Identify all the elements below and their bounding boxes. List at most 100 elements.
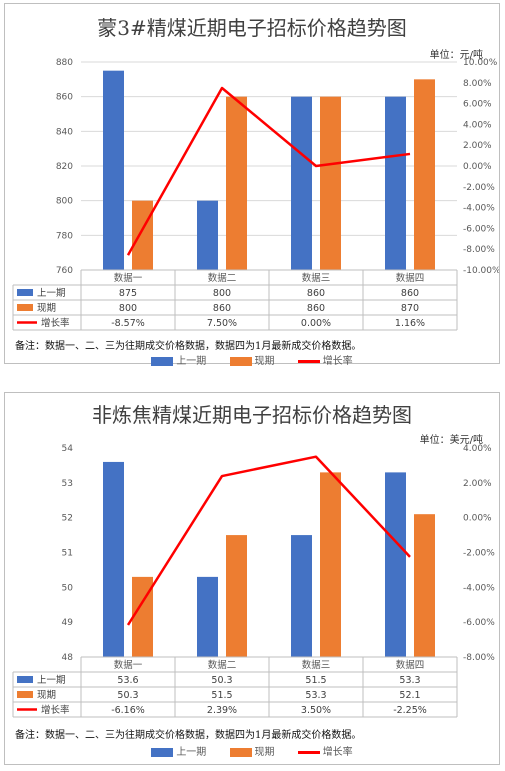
chart-panel-coal-3: 蒙3#精煤近期电子招标价格趋势图 单位：元/吨 760 780 800 820 840 8… <box>4 3 500 367</box>
chart-legend: 上一期 现期 增长率 <box>5 352 499 367</box>
bar-prev <box>197 576 218 657</box>
y2-tick-label: -8.00% <box>463 245 495 255</box>
chart-plot: 760 780 800 820 840 860 880 -10.00% -8.00% -6.00%… <box>12 58 499 331</box>
y2-tick-label: -10.00% <box>463 266 499 276</box>
chart-note: 备注：数据一、二、三为往期成交价格数据，数据四为1月最新成交价格数据。 <box>15 341 362 352</box>
table-cell-prev: 800 <box>213 288 231 299</box>
bar-curr <box>226 535 247 657</box>
bar-prev <box>291 535 312 657</box>
y2-tick-label: -4.00% <box>463 204 495 214</box>
y-tick-label: 860 <box>56 93 73 103</box>
bar-prev <box>291 96 312 271</box>
x-tick-label: 数据四 <box>396 659 425 671</box>
row-label-rate: 增长率 <box>41 704 70 716</box>
table-cell-rate: 3.50% <box>301 705 331 716</box>
y-tick-label: 48 <box>62 653 74 663</box>
y2-tick-label: -6.00% <box>463 224 495 234</box>
table-cell-curr: 53.3 <box>305 690 326 701</box>
y2-tick-label: -2.00% <box>463 549 495 559</box>
table-cell-curr: 870 <box>401 303 419 314</box>
y2-tick-label: 0.00% <box>463 162 492 172</box>
row-label-prev: 上一期 <box>37 675 66 686</box>
row-swatch-prev <box>17 676 33 683</box>
legend-label-rate: 增长率 <box>322 356 353 367</box>
row-label-rate: 增长率 <box>41 317 70 329</box>
y2-tick-label: 2.00% <box>463 141 492 151</box>
legend-label-curr: 现期 <box>254 747 275 758</box>
y-tick-label: 780 <box>56 231 73 241</box>
bar-prev <box>385 96 406 271</box>
y2-tick-label: 10.00% <box>463 58 498 68</box>
legend-prev: 上一期 <box>151 352 206 367</box>
table-cell-prev: 860 <box>401 288 419 299</box>
row-swatch-curr <box>17 304 33 311</box>
chart-title: 非炼焦精煤近期电子招标价格趋势图 <box>92 403 412 427</box>
x-tick-label: 数据一 <box>114 272 143 284</box>
y-tick-label: 54 <box>62 444 74 454</box>
rate-line <box>126 455 411 626</box>
row-swatch-curr <box>17 691 33 698</box>
legend-label-prev: 上一期 <box>176 356 207 367</box>
bar-prev <box>385 472 406 657</box>
legend-label-prev: 上一期 <box>176 747 207 758</box>
y-tick-label: 50 <box>62 583 74 593</box>
bar-prev <box>103 70 124 271</box>
table-cell-curr: 50.3 <box>117 690 138 701</box>
rate-line <box>126 86 411 256</box>
legend-swatch-curr <box>229 747 252 757</box>
row-label-curr: 现期 <box>37 690 56 701</box>
bar-curr <box>132 576 153 657</box>
table-cell-rate: -6.16% <box>111 705 145 716</box>
legend-label-curr: 现期 <box>254 356 275 367</box>
bar-prev <box>197 200 218 270</box>
legend-swatch-prev <box>151 356 174 366</box>
y2-tick-label: 4.00% <box>463 444 492 454</box>
y2-tick-label: -8.00% <box>463 653 495 663</box>
table-cell-curr: 52.1 <box>399 690 420 701</box>
row-swatch-prev <box>17 289 33 296</box>
legend-swatch-rate <box>297 750 320 754</box>
legend-curr: 现期 <box>229 743 275 758</box>
unit-label: 单位：元/吨 <box>429 50 483 61</box>
table-cell-curr: 860 <box>307 303 325 314</box>
y-tick-label: 49 <box>62 618 74 628</box>
bar-curr <box>320 472 341 657</box>
row-label-prev: 上一期 <box>37 288 66 299</box>
table-cell-prev: 53.6 <box>117 675 138 686</box>
legend-rate: 增长率 <box>297 352 353 367</box>
table-cell-rate: 1.16% <box>395 318 425 329</box>
table-cell-rate: -8.57% <box>111 318 145 329</box>
bar-curr <box>226 96 247 271</box>
y2-tick-label: 6.00% <box>463 100 492 110</box>
y-tick-label: 840 <box>56 127 73 137</box>
y-tick-label: 820 <box>56 162 73 172</box>
table-cell-rate: 0.00% <box>301 318 331 329</box>
y2-tick-label: 0.00% <box>463 514 492 524</box>
x-tick-label: 数据三 <box>302 659 331 671</box>
y2-tick-label: -2.00% <box>463 183 495 193</box>
table-cell-rate: -2.25% <box>393 705 427 716</box>
chart-title: 蒙3#精煤近期电子招标价格趋势图 <box>97 16 407 40</box>
y2-tick-label: 2.00% <box>463 479 492 489</box>
row-label-curr: 现期 <box>37 303 56 314</box>
legend-curr: 现期 <box>229 352 275 367</box>
bar-curr <box>320 96 341 271</box>
y2-tick-label: 8.00% <box>463 79 492 89</box>
x-tick-label: 数据一 <box>114 659 143 671</box>
x-tick-label: 数据四 <box>396 272 425 284</box>
table-cell-curr: 860 <box>213 303 231 314</box>
table-cell-prev: 53.3 <box>399 675 420 686</box>
x-tick-label: 数据二 <box>208 659 237 671</box>
bar-curr <box>414 514 435 657</box>
legend-swatch-rate <box>297 359 320 363</box>
y-tick-label: 51 <box>62 549 73 559</box>
table-cell-prev: 860 <box>307 288 325 299</box>
bar-curr <box>132 200 153 270</box>
chart-plot: 48 49 50 51 52 53 54 -8.00% -6.00% -4.00% -2.00% 0.… <box>12 444 495 718</box>
table-cell-rate: 7.50% <box>207 318 237 329</box>
chart-panel-non-coking-coal: 非炼焦精煤近期电子招标价格趋势图 单位：美元/吨 48 49 50 51 52 53 54 -… <box>4 392 500 765</box>
x-tick-label: 数据二 <box>208 272 237 284</box>
legend-swatch-curr <box>229 356 252 366</box>
y-tick-label: 52 <box>62 514 73 524</box>
table-cell-prev: 875 <box>119 288 137 299</box>
